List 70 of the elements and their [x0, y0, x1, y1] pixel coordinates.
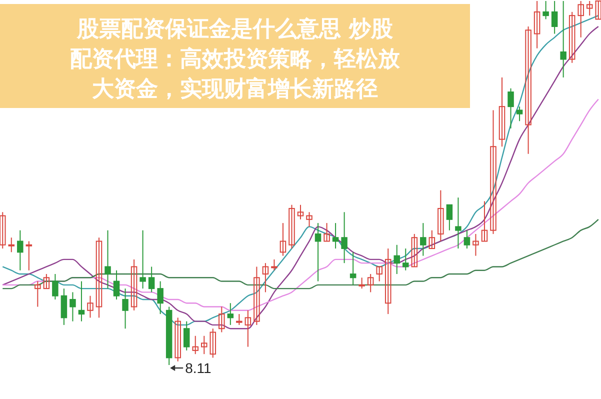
- candlestick: [148, 266, 155, 293]
- candlestick: [350, 252, 356, 286]
- candlestick: [271, 258, 278, 271]
- candlestick: [464, 230, 470, 250]
- candlestick: [60, 288, 68, 326]
- candlestick: [446, 204, 453, 231]
- candlestick: [481, 200, 488, 242]
- annotation: 8.11: [185, 360, 212, 376]
- candlestick: [438, 190, 444, 242]
- candlestick: [578, 0, 584, 38]
- candlestick: [288, 204, 295, 250]
- candlestick: [358, 277, 365, 290]
- candlestick: [78, 280, 85, 322]
- candlestick: [0, 212, 6, 250]
- candlestick: [376, 266, 382, 282]
- candlestick: [122, 288, 128, 330]
- candlestick: [280, 222, 286, 256]
- candlestick: [297, 204, 304, 220]
- text: 股票配资保证金是什么意思 炒股配资代理：高效投资策略，轻松放大资金，实现财富增长新路径: [70, 17, 401, 102]
- candlestick: [262, 262, 269, 293]
- candlestick: [542, 0, 549, 20]
- candlestick: [236, 314, 242, 326]
- candlestick: [551, 0, 558, 34]
- candlestick: [244, 310, 252, 348]
- candlestick: [201, 335, 208, 355]
- candlestick: [411, 233, 418, 268]
- candlestick: [140, 230, 146, 290]
- candlestick: [402, 248, 409, 271]
- candlestick: [428, 230, 436, 250]
- candlestick: [26, 240, 32, 271]
- candlestick: [254, 266, 260, 326]
- candlestick: [455, 197, 462, 250]
- candlestick: [332, 222, 339, 250]
- candlestick: [34, 280, 41, 308]
- candlestick: [472, 233, 479, 256]
- candlestick: [192, 335, 198, 355]
- candlestick: [113, 270, 120, 300]
- candlestick: [595, 0, 601, 20]
- candlestick: [43, 274, 50, 290]
- candlestick: [104, 230, 111, 290]
- candlestick: [157, 280, 164, 315]
- candlestick: [130, 258, 138, 311]
- candlestick: [218, 306, 225, 333]
- candlestick: [8, 237, 15, 253]
- candlestick: [525, 26, 532, 154]
- candlestick: [227, 302, 234, 326]
- candlestick: [70, 292, 76, 322]
- candlestick: [367, 274, 374, 293]
- candlestick: [498, 76, 506, 148]
- candlestick: [324, 222, 330, 242]
- candlestick: [96, 237, 102, 318]
- candlestick: [341, 212, 348, 264]
- candlestick: [568, 11, 576, 64]
- candlestick: [384, 248, 392, 315]
- candlestick: [560, 0, 566, 78]
- candlestick: [314, 222, 322, 282]
- candlestick: [420, 222, 426, 256]
- candlestick: [210, 328, 216, 358]
- candlestick: [17, 230, 24, 271]
- candlestick: [87, 295, 94, 318]
- candlestick: [508, 88, 514, 129]
- candlestick: [490, 110, 496, 234]
- candlestick: [52, 274, 58, 300]
- candlestick: [534, 0, 540, 49]
- candlestick: [394, 244, 400, 274]
- candlestick: [183, 320, 190, 351]
- candlestick: [174, 317, 181, 362]
- candlestick: [516, 106, 523, 122]
- candlestick: [306, 212, 312, 228]
- candlestick: [586, 0, 593, 16]
